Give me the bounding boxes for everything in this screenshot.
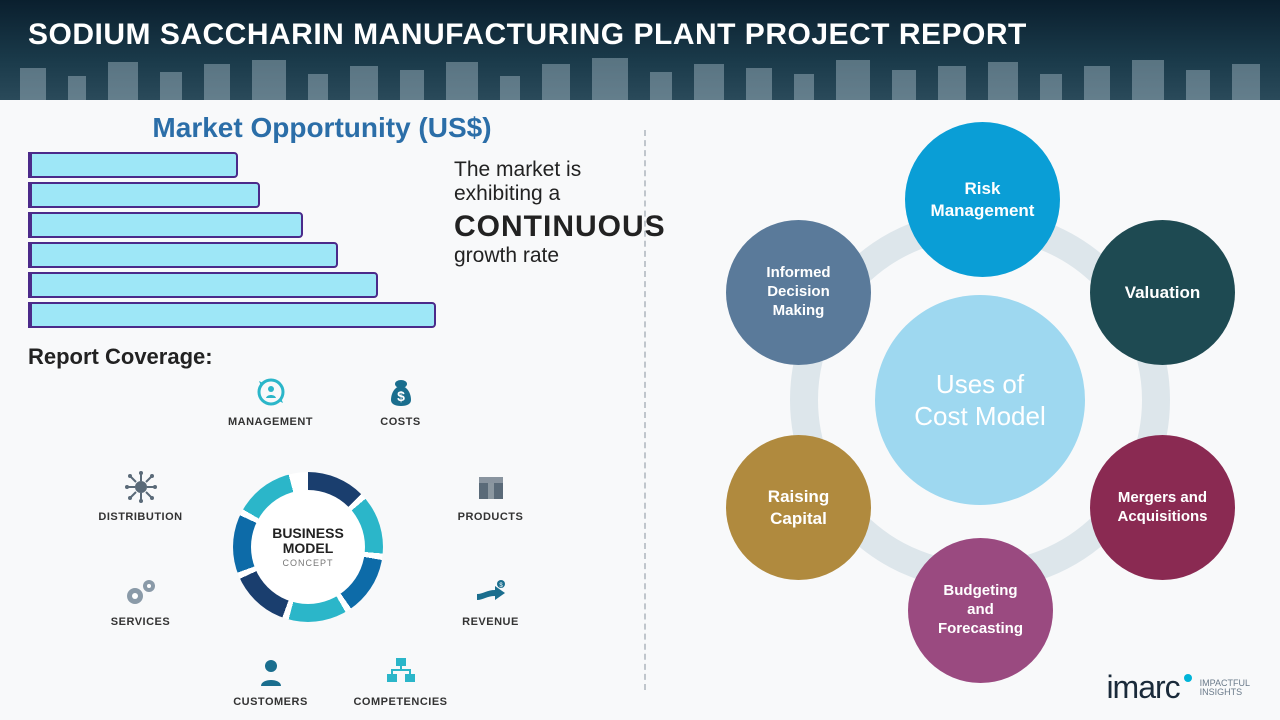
- bm-label: COSTS: [348, 416, 453, 428]
- market-title: Market Opportunity (US$): [28, 112, 616, 144]
- bm-item-management: MANAGEMENT: [218, 372, 323, 428]
- content: Market Opportunity (US$) The market is e…: [0, 100, 1280, 720]
- bar: [28, 152, 238, 178]
- bm-label: DISTRIBUTION: [88, 511, 193, 523]
- competencies-icon: [381, 652, 421, 692]
- bar: [28, 272, 378, 298]
- page-title: SODIUM SACCHARIN MANUFACTURING PLANT PRO…: [28, 18, 1027, 52]
- bm-label: PRODUCTS: [438, 511, 543, 523]
- node-budgeting-and-forecasting: BudgetingandForecasting: [908, 538, 1053, 683]
- distribution-icon: [121, 467, 161, 507]
- revenue-icon: $: [471, 572, 511, 612]
- logo: imarc IMPACTFULINSIGHTS: [1106, 669, 1250, 706]
- bm-center-t2: CONCEPT: [282, 558, 333, 568]
- node-valuation: Valuation: [1090, 220, 1235, 365]
- left-panel: Market Opportunity (US$) The market is e…: [0, 100, 640, 720]
- center-circle: Uses ofCost Model: [875, 295, 1085, 505]
- products-icon: [471, 467, 511, 507]
- node-raising-capital: RaisingCapital: [726, 435, 871, 580]
- right-panel: Uses ofCost Model RiskManagementValuatio…: [650, 100, 1280, 720]
- growth-big: CONTINUOUS: [454, 210, 666, 244]
- bm-item-competencies: COMPETENCIES: [348, 652, 453, 708]
- skyline-decoration: [0, 58, 1280, 100]
- node-mergers-and-acquisitions: Mergers andAcquisitions: [1090, 435, 1235, 580]
- business-model-center: BUSINESSMODEL CONCEPT: [233, 472, 383, 622]
- node-risk-management: RiskManagement: [905, 122, 1060, 277]
- bar-chart: [28, 152, 436, 328]
- bm-label: MANAGEMENT: [218, 416, 323, 428]
- growth-text: The market is exhibiting a CONTINUOUS gr…: [454, 152, 666, 268]
- bm-item-costs: $ COSTS: [348, 372, 453, 428]
- bm-label: COMPETENCIES: [348, 696, 453, 708]
- growth-line1: The market is exhibiting a: [454, 158, 666, 206]
- bm-center-t1: BUSINESSMODEL: [272, 526, 344, 557]
- logo-text: imarc: [1106, 669, 1179, 706]
- bar: [28, 182, 260, 208]
- header: SODIUM SACCHARIN MANUFACTURING PLANT PRO…: [0, 0, 1280, 100]
- bm-item-customers: CUSTOMERS: [218, 652, 323, 708]
- market-row: The market is exhibiting a CONTINUOUS gr…: [28, 152, 616, 328]
- logo-tagline: IMPACTFULINSIGHTS: [1200, 679, 1250, 697]
- management-icon: [251, 372, 291, 412]
- growth-line2: growth rate: [454, 244, 666, 268]
- costs-icon: $: [381, 372, 421, 412]
- bm-item-revenue: $ REVENUE: [438, 572, 543, 628]
- bm-item-services: SERVICES: [88, 572, 193, 628]
- bm-label: CUSTOMERS: [218, 696, 323, 708]
- node-informed-decision-making: InformedDecisionMaking: [726, 220, 871, 365]
- business-model-diagram: BUSINESSMODEL CONCEPT MANAGEMENT $ COSTS PR…: [68, 372, 548, 712]
- coverage-title: Report Coverage:: [28, 344, 616, 370]
- bm-label: SERVICES: [88, 616, 193, 628]
- bar: [28, 212, 303, 238]
- customers-icon: [251, 652, 291, 692]
- bm-item-products: PRODUCTS: [438, 467, 543, 523]
- bm-label: REVENUE: [438, 616, 543, 628]
- bm-item-distribution: DISTRIBUTION: [88, 467, 193, 523]
- bar: [28, 302, 436, 328]
- services-icon: [121, 572, 161, 612]
- cost-model-diagram: Uses ofCost Model RiskManagementValuatio…: [710, 110, 1250, 690]
- svg-text:$: $: [397, 388, 405, 404]
- bar: [28, 242, 338, 268]
- logo-dot-icon: [1184, 674, 1192, 682]
